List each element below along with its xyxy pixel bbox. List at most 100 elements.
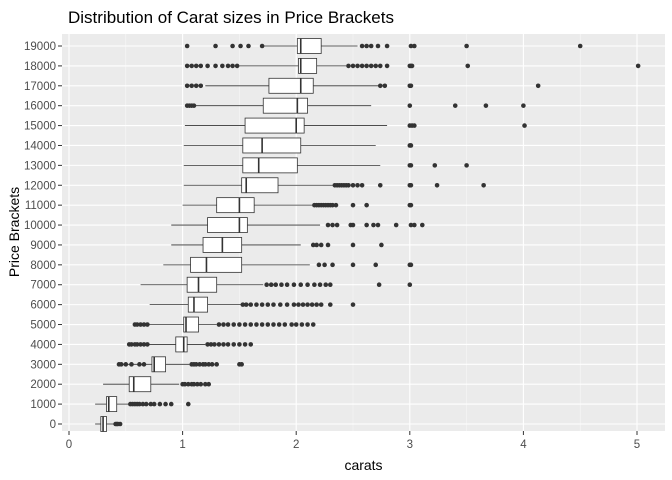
outlier-point xyxy=(163,401,168,407)
chart-title: Distribution of Carat sizes in Price Bra… xyxy=(68,8,394,27)
outlier-point xyxy=(206,362,212,367)
box-group-0 xyxy=(95,416,123,432)
box xyxy=(242,137,302,154)
outlier-point xyxy=(205,342,210,347)
y-tick-label: 0 xyxy=(50,419,56,431)
outlier-point xyxy=(265,302,271,307)
y-tick-label: 15000 xyxy=(24,121,56,133)
outlier-point xyxy=(305,282,310,288)
x-tick-label: 0 xyxy=(66,439,72,451)
y-tick-label: 10000 xyxy=(24,220,56,232)
outlier-point xyxy=(206,381,212,387)
outlier-point xyxy=(327,302,333,307)
outlier-point xyxy=(248,302,254,307)
outlier-point xyxy=(138,322,143,327)
outlier-point xyxy=(346,182,351,188)
outlier-point xyxy=(220,63,225,69)
outlier-point xyxy=(408,202,414,208)
outlier-point xyxy=(221,322,226,327)
box xyxy=(298,57,318,74)
outlier-point xyxy=(118,362,124,367)
outlier-point xyxy=(145,322,150,327)
box-group-5000 xyxy=(132,316,316,333)
outlier-point xyxy=(330,202,335,208)
x-tick-label: 4 xyxy=(520,439,527,451)
outlier-point xyxy=(327,282,333,288)
outlier-point xyxy=(325,222,331,228)
box-group-1000 xyxy=(95,396,191,413)
outlier-point xyxy=(298,282,304,288)
outlier-point xyxy=(242,322,248,327)
outlier-point xyxy=(242,342,248,347)
outlier-point xyxy=(231,342,237,347)
outlier-point xyxy=(359,63,365,69)
y-tick-label: 6000 xyxy=(30,300,56,312)
outlier-point xyxy=(408,43,414,49)
outlier-point xyxy=(317,282,323,288)
outlier-point xyxy=(198,381,204,387)
outlier-point xyxy=(330,222,335,228)
outlier-point xyxy=(134,322,140,327)
outlier-point xyxy=(322,262,327,268)
outlier-point xyxy=(225,342,231,347)
box-group-16000 xyxy=(184,97,526,114)
outlier-point xyxy=(184,63,190,69)
outlier-point xyxy=(325,242,331,248)
box-group-13000 xyxy=(183,157,469,174)
box xyxy=(183,316,199,333)
outlier-point xyxy=(412,43,417,49)
outlier-point xyxy=(145,342,150,347)
outlier-point xyxy=(221,342,226,347)
y-tick-label: 13000 xyxy=(24,160,56,172)
y-tick-label: 19000 xyxy=(24,41,56,53)
y-tick-label: 16000 xyxy=(24,101,56,113)
outlier-point xyxy=(350,302,356,307)
box xyxy=(151,356,166,373)
outlier-point xyxy=(350,262,356,268)
outlier-point xyxy=(350,222,356,228)
outlier-point xyxy=(384,43,390,49)
outlier-point xyxy=(230,63,235,69)
outlier-point xyxy=(148,401,154,407)
outlier-point xyxy=(359,43,365,49)
outlier-point xyxy=(355,182,360,188)
outlier-point xyxy=(123,362,129,367)
box xyxy=(296,38,322,54)
outlier-point xyxy=(359,182,365,188)
outlier-point xyxy=(238,43,243,49)
outlier-point xyxy=(350,242,356,248)
box xyxy=(241,177,279,194)
x-axis-ticks: 0 1 2 3 4 5 xyxy=(66,431,640,451)
outlier-point xyxy=(350,63,356,69)
box xyxy=(128,376,152,393)
outlier-point xyxy=(408,163,414,168)
outlier-point xyxy=(237,322,242,327)
outlier-point xyxy=(305,302,310,307)
outlier-point xyxy=(193,63,199,69)
box-group-19000 xyxy=(184,38,583,54)
y-tick-label: 8000 xyxy=(30,260,56,272)
box-group-14000 xyxy=(183,137,414,154)
box xyxy=(244,117,305,134)
outlier-point xyxy=(310,322,316,327)
outlier-point xyxy=(384,63,390,69)
y-tick-label: 1000 xyxy=(30,399,56,411)
outlier-point xyxy=(254,322,259,327)
box-group-9000 xyxy=(171,237,384,253)
box xyxy=(175,336,188,353)
outlier-point xyxy=(140,401,146,407)
y-tick-label: 2000 xyxy=(30,379,56,391)
outlier-point xyxy=(279,282,284,288)
box-group-12000 xyxy=(183,177,486,194)
x-tick-label: 2 xyxy=(293,439,299,451)
outlier-point xyxy=(373,262,379,268)
outlier-point xyxy=(312,282,317,288)
outlier-point xyxy=(333,202,339,208)
outlier-point xyxy=(259,322,265,327)
outlier-point xyxy=(197,362,202,367)
outlier-point xyxy=(195,381,200,387)
outlier-point xyxy=(191,381,197,387)
outlier-point xyxy=(264,282,269,288)
box-group-4000 xyxy=(126,336,254,353)
box xyxy=(262,97,308,114)
